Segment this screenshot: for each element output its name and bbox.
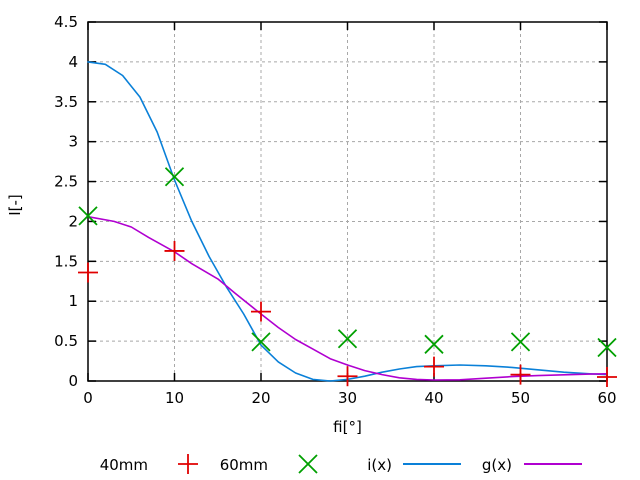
marker-cross xyxy=(251,332,271,352)
y-tick-label: 2.5 xyxy=(54,173,78,191)
marker-cross xyxy=(337,329,358,349)
y-tick-label: 0 xyxy=(68,372,78,390)
plot-border xyxy=(87,21,608,382)
legend-label: g(x) xyxy=(482,456,512,474)
series-line-ix xyxy=(87,61,608,382)
legend-entry-40mm xyxy=(178,454,198,474)
legend-entry-60mm xyxy=(298,454,318,474)
y-axis-title: I[-] xyxy=(6,194,24,216)
y-tick-label: 2 xyxy=(68,212,78,230)
x-tick-label: 10 xyxy=(165,389,184,407)
x-axis-title: fi[°] xyxy=(333,418,362,436)
marker-cross xyxy=(424,334,444,354)
marker-cross xyxy=(78,206,98,226)
legend-sample-marker xyxy=(178,454,198,474)
y-tick-label: 4 xyxy=(68,53,78,71)
marker-cross xyxy=(164,167,185,187)
axis-ticks xyxy=(87,21,608,382)
series-points-60mm xyxy=(78,167,617,358)
y-tick-label: 3 xyxy=(68,133,78,151)
y-tick-label: 1.5 xyxy=(54,252,78,270)
grid-lines xyxy=(88,22,607,381)
x-tick-label: 30 xyxy=(338,389,357,407)
x-tick-label: 40 xyxy=(424,389,443,407)
x-tick-label: 0 xyxy=(83,389,93,407)
marker-cross xyxy=(298,454,318,474)
marker-cross xyxy=(510,332,531,352)
x-tick-label: 20 xyxy=(251,389,270,407)
legend-label: 40mm xyxy=(100,456,148,474)
legend-label: i(x) xyxy=(367,456,392,474)
y-tick-label: 0.5 xyxy=(54,332,78,350)
legend-label: 60mm xyxy=(220,456,268,474)
series-points-40mm xyxy=(78,240,617,388)
x-tick-label: 50 xyxy=(511,389,530,407)
y-tick-label: 3.5 xyxy=(54,93,78,111)
marker-cross xyxy=(597,337,617,358)
x-tick-label: 60 xyxy=(597,389,616,407)
legend-sample-marker xyxy=(298,454,318,474)
y-tick-label: 1 xyxy=(68,292,78,310)
y-tick-label: 4.5 xyxy=(54,13,78,31)
legend xyxy=(178,454,582,474)
series-line-gx xyxy=(87,215,608,381)
